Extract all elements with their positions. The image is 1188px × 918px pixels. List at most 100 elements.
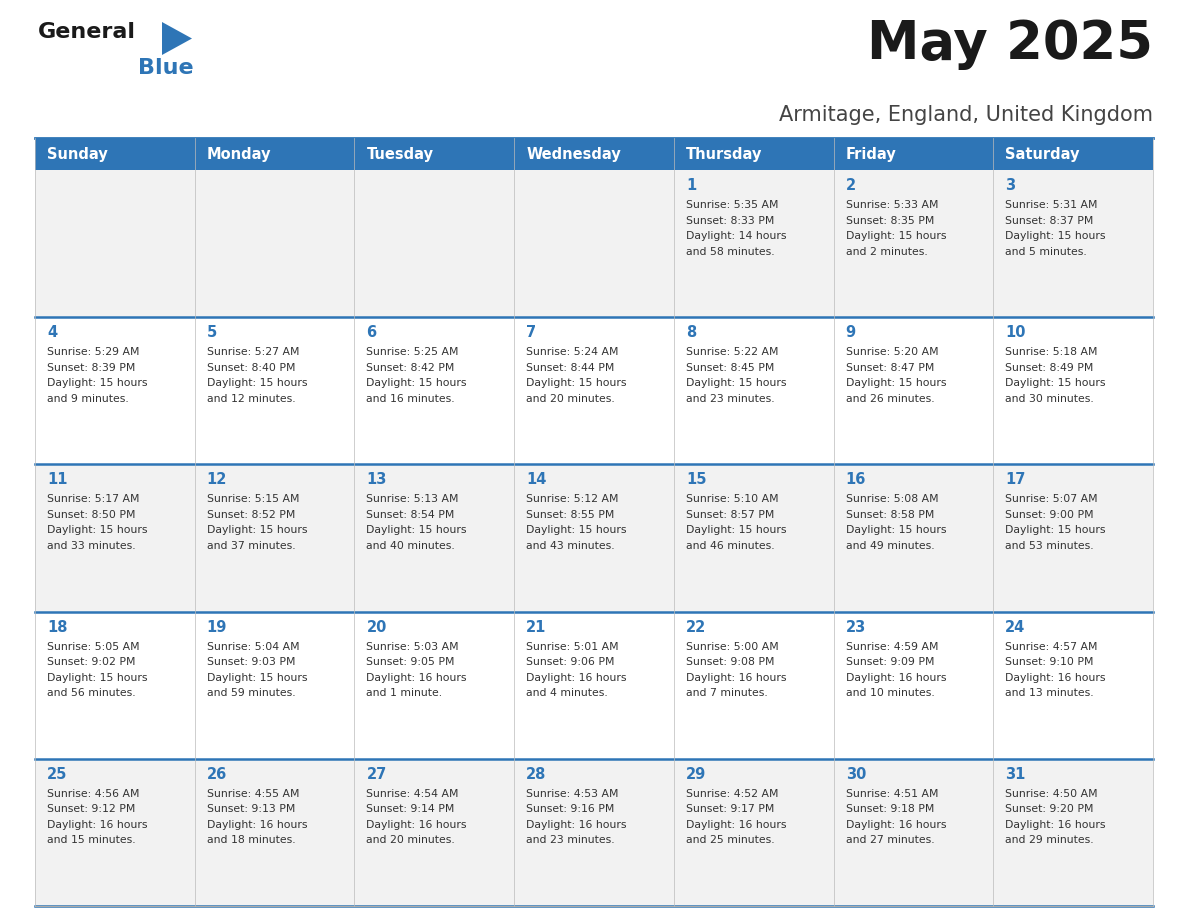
Text: Daylight: 15 hours: Daylight: 15 hours [48,673,147,683]
Text: Sunrise: 5:31 AM: Sunrise: 5:31 AM [1005,200,1098,210]
Text: Sunset: 8:58 PM: Sunset: 8:58 PM [846,509,934,520]
Text: Sunset: 9:08 PM: Sunset: 9:08 PM [685,657,775,667]
Text: Sunrise: 5:27 AM: Sunrise: 5:27 AM [207,347,299,357]
Bar [354,611,514,759]
Text: Sunrise: 5:00 AM: Sunrise: 5:00 AM [685,642,778,652]
Bar [195,611,354,759]
Text: Daylight: 15 hours: Daylight: 15 hours [48,525,147,535]
Text: 18: 18 [48,620,68,634]
Text: Sunset: 8:40 PM: Sunset: 8:40 PM [207,363,295,373]
Text: Sunrise: 5:18 AM: Sunrise: 5:18 AM [1005,347,1098,357]
Text: Daylight: 15 hours: Daylight: 15 hours [846,231,946,241]
Text: Sunrise: 4:56 AM: Sunrise: 4:56 AM [48,789,139,799]
Text: Sunrise: 5:05 AM: Sunrise: 5:05 AM [48,642,140,652]
Text: Daylight: 15 hours: Daylight: 15 hours [207,378,308,388]
Bar [354,170,514,318]
Text: General: General [38,22,135,42]
Text: and 59 minutes.: and 59 minutes. [207,688,296,698]
Text: and 26 minutes.: and 26 minutes. [846,394,934,404]
Text: 5: 5 [207,325,217,341]
Text: Sunset: 9:02 PM: Sunset: 9:02 PM [48,657,135,667]
Text: Daylight: 14 hours: Daylight: 14 hours [685,231,786,241]
Bar [34,759,195,906]
Text: and 23 minutes.: and 23 minutes. [685,394,775,404]
Text: Daylight: 16 hours: Daylight: 16 hours [685,673,786,683]
Text: 1: 1 [685,178,696,193]
Text: Daylight: 15 hours: Daylight: 15 hours [1005,231,1106,241]
Polygon shape [162,22,192,55]
Bar [195,138,354,170]
Bar [674,318,834,465]
Text: Sunrise: 4:55 AM: Sunrise: 4:55 AM [207,789,299,799]
Text: Daylight: 16 hours: Daylight: 16 hours [685,820,786,830]
Text: 21: 21 [526,620,546,634]
Text: 29: 29 [685,767,706,782]
Bar [195,759,354,906]
Text: Sunrise: 5:13 AM: Sunrise: 5:13 AM [366,495,459,504]
Text: Sunrise: 5:17 AM: Sunrise: 5:17 AM [48,495,139,504]
Bar [195,170,354,318]
Text: 7: 7 [526,325,536,341]
Text: Daylight: 16 hours: Daylight: 16 hours [526,820,626,830]
Text: Daylight: 15 hours: Daylight: 15 hours [48,378,147,388]
Text: Sunset: 9:18 PM: Sunset: 9:18 PM [846,804,934,814]
Text: Daylight: 15 hours: Daylight: 15 hours [526,378,626,388]
Text: Sunrise: 5:10 AM: Sunrise: 5:10 AM [685,495,778,504]
Text: and 4 minutes.: and 4 minutes. [526,688,608,698]
Text: Armitage, England, United Kingdom: Armitage, England, United Kingdom [779,105,1154,125]
Text: Daylight: 15 hours: Daylight: 15 hours [207,525,308,535]
Text: 14: 14 [526,473,546,487]
Bar [514,759,674,906]
Text: Sunrise: 4:53 AM: Sunrise: 4:53 AM [526,789,619,799]
Text: Daylight: 16 hours: Daylight: 16 hours [207,820,308,830]
Text: 2: 2 [846,178,855,193]
Bar [993,138,1154,170]
Text: 27: 27 [366,767,386,782]
Text: Daylight: 15 hours: Daylight: 15 hours [366,525,467,535]
Text: and 7 minutes.: and 7 minutes. [685,688,767,698]
Text: 8: 8 [685,325,696,341]
Text: Sunset: 9:09 PM: Sunset: 9:09 PM [846,657,934,667]
Text: and 29 minutes.: and 29 minutes. [1005,835,1094,845]
Text: Daylight: 16 hours: Daylight: 16 hours [366,673,467,683]
Bar [674,465,834,611]
Text: and 33 minutes.: and 33 minutes. [48,541,135,551]
Bar [34,611,195,759]
Bar [354,318,514,465]
Bar [34,318,195,465]
Bar [834,465,993,611]
Bar [834,138,993,170]
Text: Sunset: 8:42 PM: Sunset: 8:42 PM [366,363,455,373]
Text: Sunset: 9:20 PM: Sunset: 9:20 PM [1005,804,1094,814]
Text: and 5 minutes.: and 5 minutes. [1005,247,1087,256]
Text: Sunrise: 4:59 AM: Sunrise: 4:59 AM [846,642,939,652]
Text: Sunday: Sunday [48,147,108,162]
Bar [674,138,834,170]
Bar [195,465,354,611]
Bar [354,759,514,906]
Text: 19: 19 [207,620,227,634]
Bar [674,759,834,906]
Text: Sunrise: 5:03 AM: Sunrise: 5:03 AM [366,642,459,652]
Text: 26: 26 [207,767,227,782]
Text: Sunrise: 5:35 AM: Sunrise: 5:35 AM [685,200,778,210]
Text: Saturday: Saturday [1005,147,1080,162]
Text: 22: 22 [685,620,706,634]
Text: Sunset: 8:45 PM: Sunset: 8:45 PM [685,363,775,373]
Text: 11: 11 [48,473,68,487]
Text: and 16 minutes.: and 16 minutes. [366,394,455,404]
Text: Sunrise: 5:15 AM: Sunrise: 5:15 AM [207,495,299,504]
Text: 4: 4 [48,325,57,341]
Text: and 1 minute.: and 1 minute. [366,688,443,698]
Bar [514,138,674,170]
Text: Sunset: 8:37 PM: Sunset: 8:37 PM [1005,216,1094,226]
Text: and 23 minutes.: and 23 minutes. [526,835,614,845]
Text: and 9 minutes.: and 9 minutes. [48,394,128,404]
Text: and 20 minutes.: and 20 minutes. [526,394,615,404]
Text: Sunset: 8:47 PM: Sunset: 8:47 PM [846,363,934,373]
Text: Daylight: 15 hours: Daylight: 15 hours [526,525,626,535]
Bar [34,465,195,611]
Text: Sunset: 8:55 PM: Sunset: 8:55 PM [526,509,614,520]
Text: 20: 20 [366,620,387,634]
Text: Daylight: 16 hours: Daylight: 16 hours [846,820,946,830]
